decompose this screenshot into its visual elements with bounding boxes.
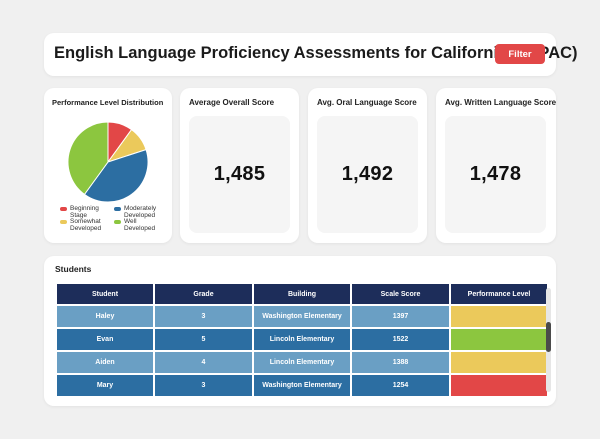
legend-label: Moderately Developed xyxy=(124,205,157,219)
kpi-panel: 1,492 xyxy=(317,116,418,233)
kpi-panel: 1,478 xyxy=(445,116,546,233)
student-cell: Haley xyxy=(57,306,153,327)
building-cell: Lincoln Elementary xyxy=(254,329,350,350)
kpi-card-oral: Avg. Oral Language Score 1,492 xyxy=(308,88,427,243)
performance-level-cell xyxy=(451,375,547,396)
kpi-panel: 1,485 xyxy=(189,116,290,233)
performance-distribution-card: Performance Level Distribution Beginning… xyxy=(44,88,172,243)
kpi-card-overall: Average Overall Score 1,485 xyxy=(180,88,299,243)
pie-slice-moderately-developed[interactable] xyxy=(83,149,149,203)
pie-title: Performance Level Distribution xyxy=(52,98,164,107)
table-row[interactable]: Aiden 4 Lincoln Elementary 1388 xyxy=(57,352,547,373)
column-header[interactable]: Building xyxy=(254,284,350,304)
building-cell: Lincoln Elementary xyxy=(254,352,350,373)
table-row[interactable]: Mary 3 Washington Elementary 1254 xyxy=(57,375,547,396)
grade-cell: 5 xyxy=(155,329,252,350)
grade-cell: 3 xyxy=(155,375,252,396)
legend-swatch xyxy=(60,220,67,224)
legend-swatch xyxy=(114,220,121,224)
kpi-card-written: Avg. Written Language Score 1,478 xyxy=(436,88,556,243)
students-card: Students Student Grade Building Scale Sc… xyxy=(44,256,556,406)
legend-swatch xyxy=(60,207,67,211)
score-cell: 1397 xyxy=(352,306,449,327)
legend-label: Somewhat Developed xyxy=(70,218,102,232)
score-cell: 1254 xyxy=(352,375,449,396)
grade-cell: 4 xyxy=(155,352,252,373)
column-header[interactable]: Grade xyxy=(155,284,252,304)
student-cell: Evan xyxy=(57,329,153,350)
kpi-title: Avg. Oral Language Score xyxy=(317,98,417,107)
scrollbar-thumb[interactable] xyxy=(546,322,551,352)
score-cell: 1388 xyxy=(352,352,449,373)
column-header[interactable]: Scale Score xyxy=(352,284,449,304)
legend-item: Well Developed xyxy=(114,218,166,232)
legend-item: Somewhat Developed xyxy=(60,218,112,232)
kpi-value: 1,478 xyxy=(469,163,522,185)
kpi-title: Average Overall Score xyxy=(189,98,275,107)
performance-level-cell xyxy=(451,352,547,373)
students-table: Student Grade Building Scale Score Perfo… xyxy=(55,282,549,398)
legend-item: Beginning Stage xyxy=(60,205,112,219)
table-scrollbar[interactable] xyxy=(546,288,551,392)
table-row[interactable]: Haley 3 Washington Elementary 1397 xyxy=(57,306,547,327)
legend-swatch xyxy=(114,207,121,211)
filter-button[interactable]: Filter xyxy=(495,44,545,64)
building-cell: Washington Elementary xyxy=(254,375,350,396)
legend-item: Moderately Developed xyxy=(114,205,166,219)
grade-cell: 3 xyxy=(155,306,252,327)
student-cell: Aiden xyxy=(57,352,153,373)
kpi-value: 1,492 xyxy=(341,163,394,185)
performance-level-cell xyxy=(451,306,547,327)
column-header[interactable]: Performance Level xyxy=(451,284,547,304)
pie-chart xyxy=(67,121,149,203)
header-card: English Language Proficiency Assessments… xyxy=(44,33,578,76)
pie-slice-well-developed[interactable] xyxy=(67,121,109,196)
kpi-title: Avg. Written Language Score xyxy=(445,98,557,107)
score-cell: 1522 xyxy=(352,329,449,350)
student-cell: Mary xyxy=(57,375,153,396)
legend-label: Well Developed xyxy=(124,218,156,232)
page-title: English Language Proficiency Assessments… xyxy=(54,44,578,62)
legend-label: Beginning Stage xyxy=(70,205,99,219)
building-cell: Washington Elementary xyxy=(254,306,350,327)
kpi-value: 1,485 xyxy=(213,163,266,185)
performance-level-cell xyxy=(451,329,547,350)
students-title: Students xyxy=(55,264,92,274)
table-row[interactable]: Evan 5 Lincoln Elementary 1522 xyxy=(57,329,547,350)
table-header-row: Student Grade Building Scale Score Perfo… xyxy=(57,284,547,304)
column-header[interactable]: Student xyxy=(57,284,153,304)
